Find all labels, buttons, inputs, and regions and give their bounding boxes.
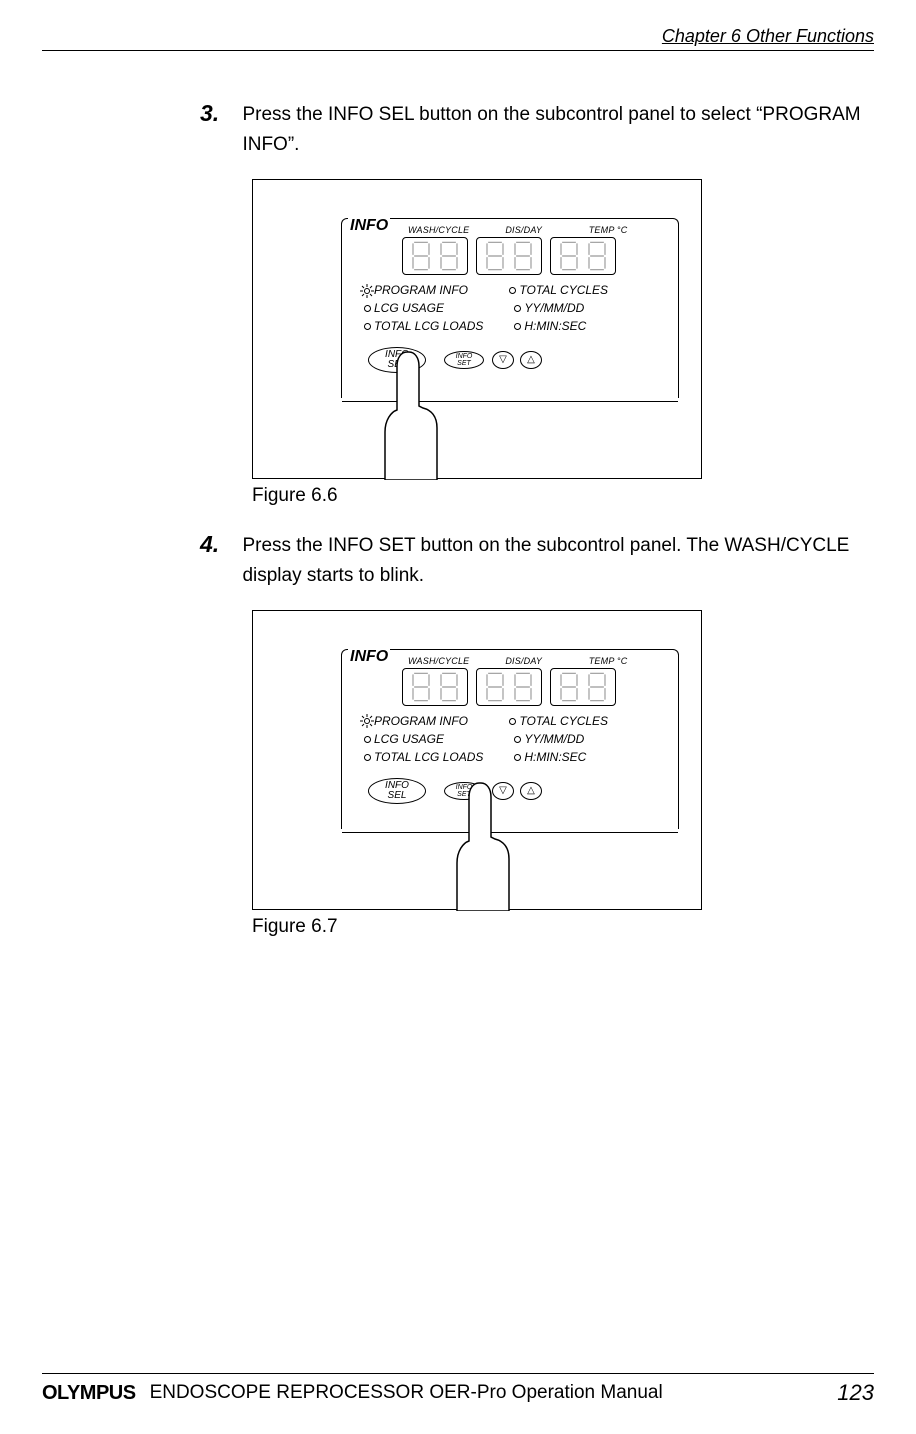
- active-led-icon: [360, 284, 374, 298]
- figure-caption: Figure 6.6: [252, 485, 874, 507]
- digit-icon: [482, 671, 508, 703]
- row-lcg-usage: LCG USAGE: [374, 730, 511, 748]
- up-button[interactable]: △: [520, 782, 542, 800]
- info-indicator-rows: PROGRAM INFO TOTAL CYCLES LCG USAGE YY/M…: [360, 712, 608, 766]
- led-icon: [514, 323, 521, 330]
- footer-rule: [42, 1373, 874, 1374]
- row-total-lcg-loads: TOTAL LCG LOADS: [374, 317, 511, 335]
- seven-seg-displays: [402, 668, 616, 706]
- figure-6-7-wrap: INFO WASH/CYCLE DIS/DAY TEMP °C: [252, 610, 874, 938]
- info-indicator-rows: PROGRAM INFO TOTAL CYCLES LCG USAGE YY/M…: [360, 281, 608, 335]
- display-labels: WASH/CYCLE DIS/DAY TEMP °C: [408, 225, 627, 235]
- display-wash: [402, 668, 468, 706]
- label-wash: WASH/CYCLE: [408, 656, 484, 666]
- display-wash: [402, 237, 468, 275]
- chapter-header: Chapter 6 Other Functions: [662, 26, 874, 47]
- led-icon: [509, 718, 516, 725]
- led-icon: [509, 287, 516, 294]
- down-button[interactable]: ▽: [492, 351, 514, 369]
- label-temp: TEMP °C: [563, 225, 627, 235]
- header-rule: [42, 50, 874, 51]
- figure-6-6: INFO WASH/CYCLE DIS/DAY TEMP °C: [252, 179, 702, 479]
- manual-title: ENDOSCOPE REPROCESSOR OER-Pro Operation …: [150, 1382, 838, 1404]
- digit-icon: [408, 671, 434, 703]
- digit-icon: [436, 240, 462, 272]
- page-number: 123: [837, 1380, 874, 1406]
- figure-caption: Figure 6.7: [252, 916, 874, 938]
- step-4: 4. Press the INFO SET button on the subc…: [200, 531, 874, 592]
- row-total-cycles: TOTAL CYCLES: [519, 714, 608, 728]
- digit-icon: [556, 671, 582, 703]
- digit-icon: [584, 671, 610, 703]
- row-hminsec: H:MIN:SEC: [524, 750, 586, 764]
- row-hminsec: H:MIN:SEC: [524, 319, 586, 333]
- row-yymmdd: YY/MM/DD: [524, 732, 584, 746]
- finger-pointer-icon: [377, 350, 449, 480]
- figure-6-6-wrap: INFO WASH/CYCLE DIS/DAY TEMP °C: [252, 179, 874, 507]
- display-temp: [550, 237, 616, 275]
- step-text: Press the INFO SET button on the subcont…: [242, 531, 862, 592]
- seven-seg-displays: [402, 237, 616, 275]
- led-icon: [514, 305, 521, 312]
- display-dis: [476, 668, 542, 706]
- info-sel-button[interactable]: INFO SEL: [368, 778, 426, 804]
- row-program-info: PROGRAM INFO: [374, 712, 506, 730]
- led-icon: [514, 754, 521, 761]
- label-wash: WASH/CYCLE: [408, 225, 484, 235]
- page-footer: OLYMPUS ENDOSCOPE REPROCESSOR OER-Pro Op…: [42, 1373, 874, 1406]
- finger-pointer-icon: [449, 781, 521, 911]
- led-icon: [364, 754, 371, 761]
- row-lcg-usage: LCG USAGE: [374, 299, 511, 317]
- led-icon: [514, 736, 521, 743]
- label-dis: DIS/DAY: [487, 225, 561, 235]
- digit-icon: [482, 240, 508, 272]
- row-total-lcg-loads: TOTAL LCG LOADS: [374, 748, 511, 766]
- display-dis: [476, 237, 542, 275]
- display-temp: [550, 668, 616, 706]
- led-icon: [364, 305, 371, 312]
- main-content: 3. Press the INFO SEL button on the subc…: [200, 100, 874, 962]
- digit-icon: [510, 671, 536, 703]
- row-yymmdd: YY/MM/DD: [524, 301, 584, 315]
- step-number: 4.: [200, 531, 238, 558]
- row-program-info: PROGRAM INFO: [374, 281, 506, 299]
- led-icon: [364, 323, 371, 330]
- brand-logo: OLYMPUS: [42, 1382, 136, 1405]
- digit-icon: [510, 240, 536, 272]
- step-number: 3.: [200, 100, 238, 127]
- info-set-button[interactable]: INFO SET: [444, 351, 484, 369]
- up-button[interactable]: △: [520, 351, 542, 369]
- row-total-cycles: TOTAL CYCLES: [519, 283, 608, 297]
- info-title: INFO: [348, 217, 390, 235]
- label-temp: TEMP °C: [563, 656, 627, 666]
- label-dis: DIS/DAY: [487, 656, 561, 666]
- step-3: 3. Press the INFO SEL button on the subc…: [200, 100, 874, 161]
- digit-icon: [556, 240, 582, 272]
- led-icon: [364, 736, 371, 743]
- step-text: Press the INFO SEL button on the subcont…: [242, 100, 862, 161]
- digit-icon: [408, 240, 434, 272]
- info-title: INFO: [348, 648, 390, 666]
- digit-icon: [584, 240, 610, 272]
- digit-icon: [436, 671, 462, 703]
- figure-6-7: INFO WASH/CYCLE DIS/DAY TEMP °C: [252, 610, 702, 910]
- display-labels: WASH/CYCLE DIS/DAY TEMP °C: [408, 656, 627, 666]
- active-led-icon: [360, 714, 374, 728]
